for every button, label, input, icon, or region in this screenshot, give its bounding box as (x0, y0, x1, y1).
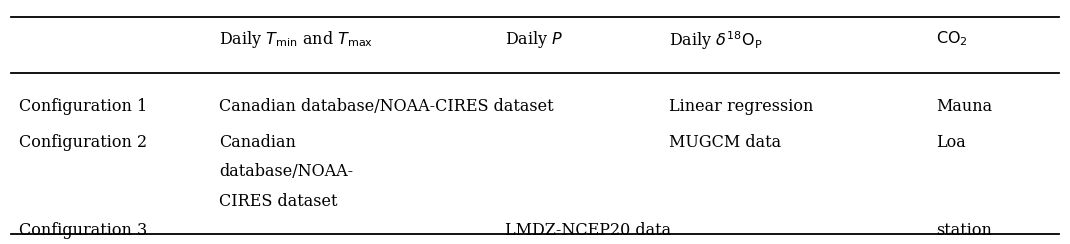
Text: LMDZ-NCEP20 data: LMDZ-NCEP20 data (505, 222, 671, 239)
Text: Canadian: Canadian (219, 134, 296, 151)
Text: Mauna: Mauna (936, 98, 992, 115)
Text: Daily $\mathit{T}_{\mathrm{min}}$ and $\mathit{T}_{\mathrm{max}}$: Daily $\mathit{T}_{\mathrm{min}}$ and $\… (219, 29, 373, 50)
Text: $\mathrm{CO_2}$: $\mathrm{CO_2}$ (936, 29, 968, 48)
Text: Configuration 2: Configuration 2 (19, 134, 148, 151)
Text: MUGCM data: MUGCM data (669, 134, 781, 151)
Text: Configuration 1: Configuration 1 (19, 98, 148, 115)
Text: Linear regression: Linear regression (669, 98, 813, 115)
Text: CIRES dataset: CIRES dataset (219, 193, 338, 210)
Text: Canadian database/NOAA-CIRES dataset: Canadian database/NOAA-CIRES dataset (219, 98, 554, 115)
Text: database/NOAA-: database/NOAA- (219, 163, 353, 181)
Text: station: station (936, 222, 992, 239)
Text: Configuration 3: Configuration 3 (19, 222, 148, 239)
Text: Loa: Loa (936, 134, 966, 151)
Text: Daily $\delta^{18}\mathrm{O_P}$: Daily $\delta^{18}\mathrm{O_P}$ (669, 29, 762, 52)
Text: Daily $\mathit{P}$: Daily $\mathit{P}$ (505, 29, 564, 50)
